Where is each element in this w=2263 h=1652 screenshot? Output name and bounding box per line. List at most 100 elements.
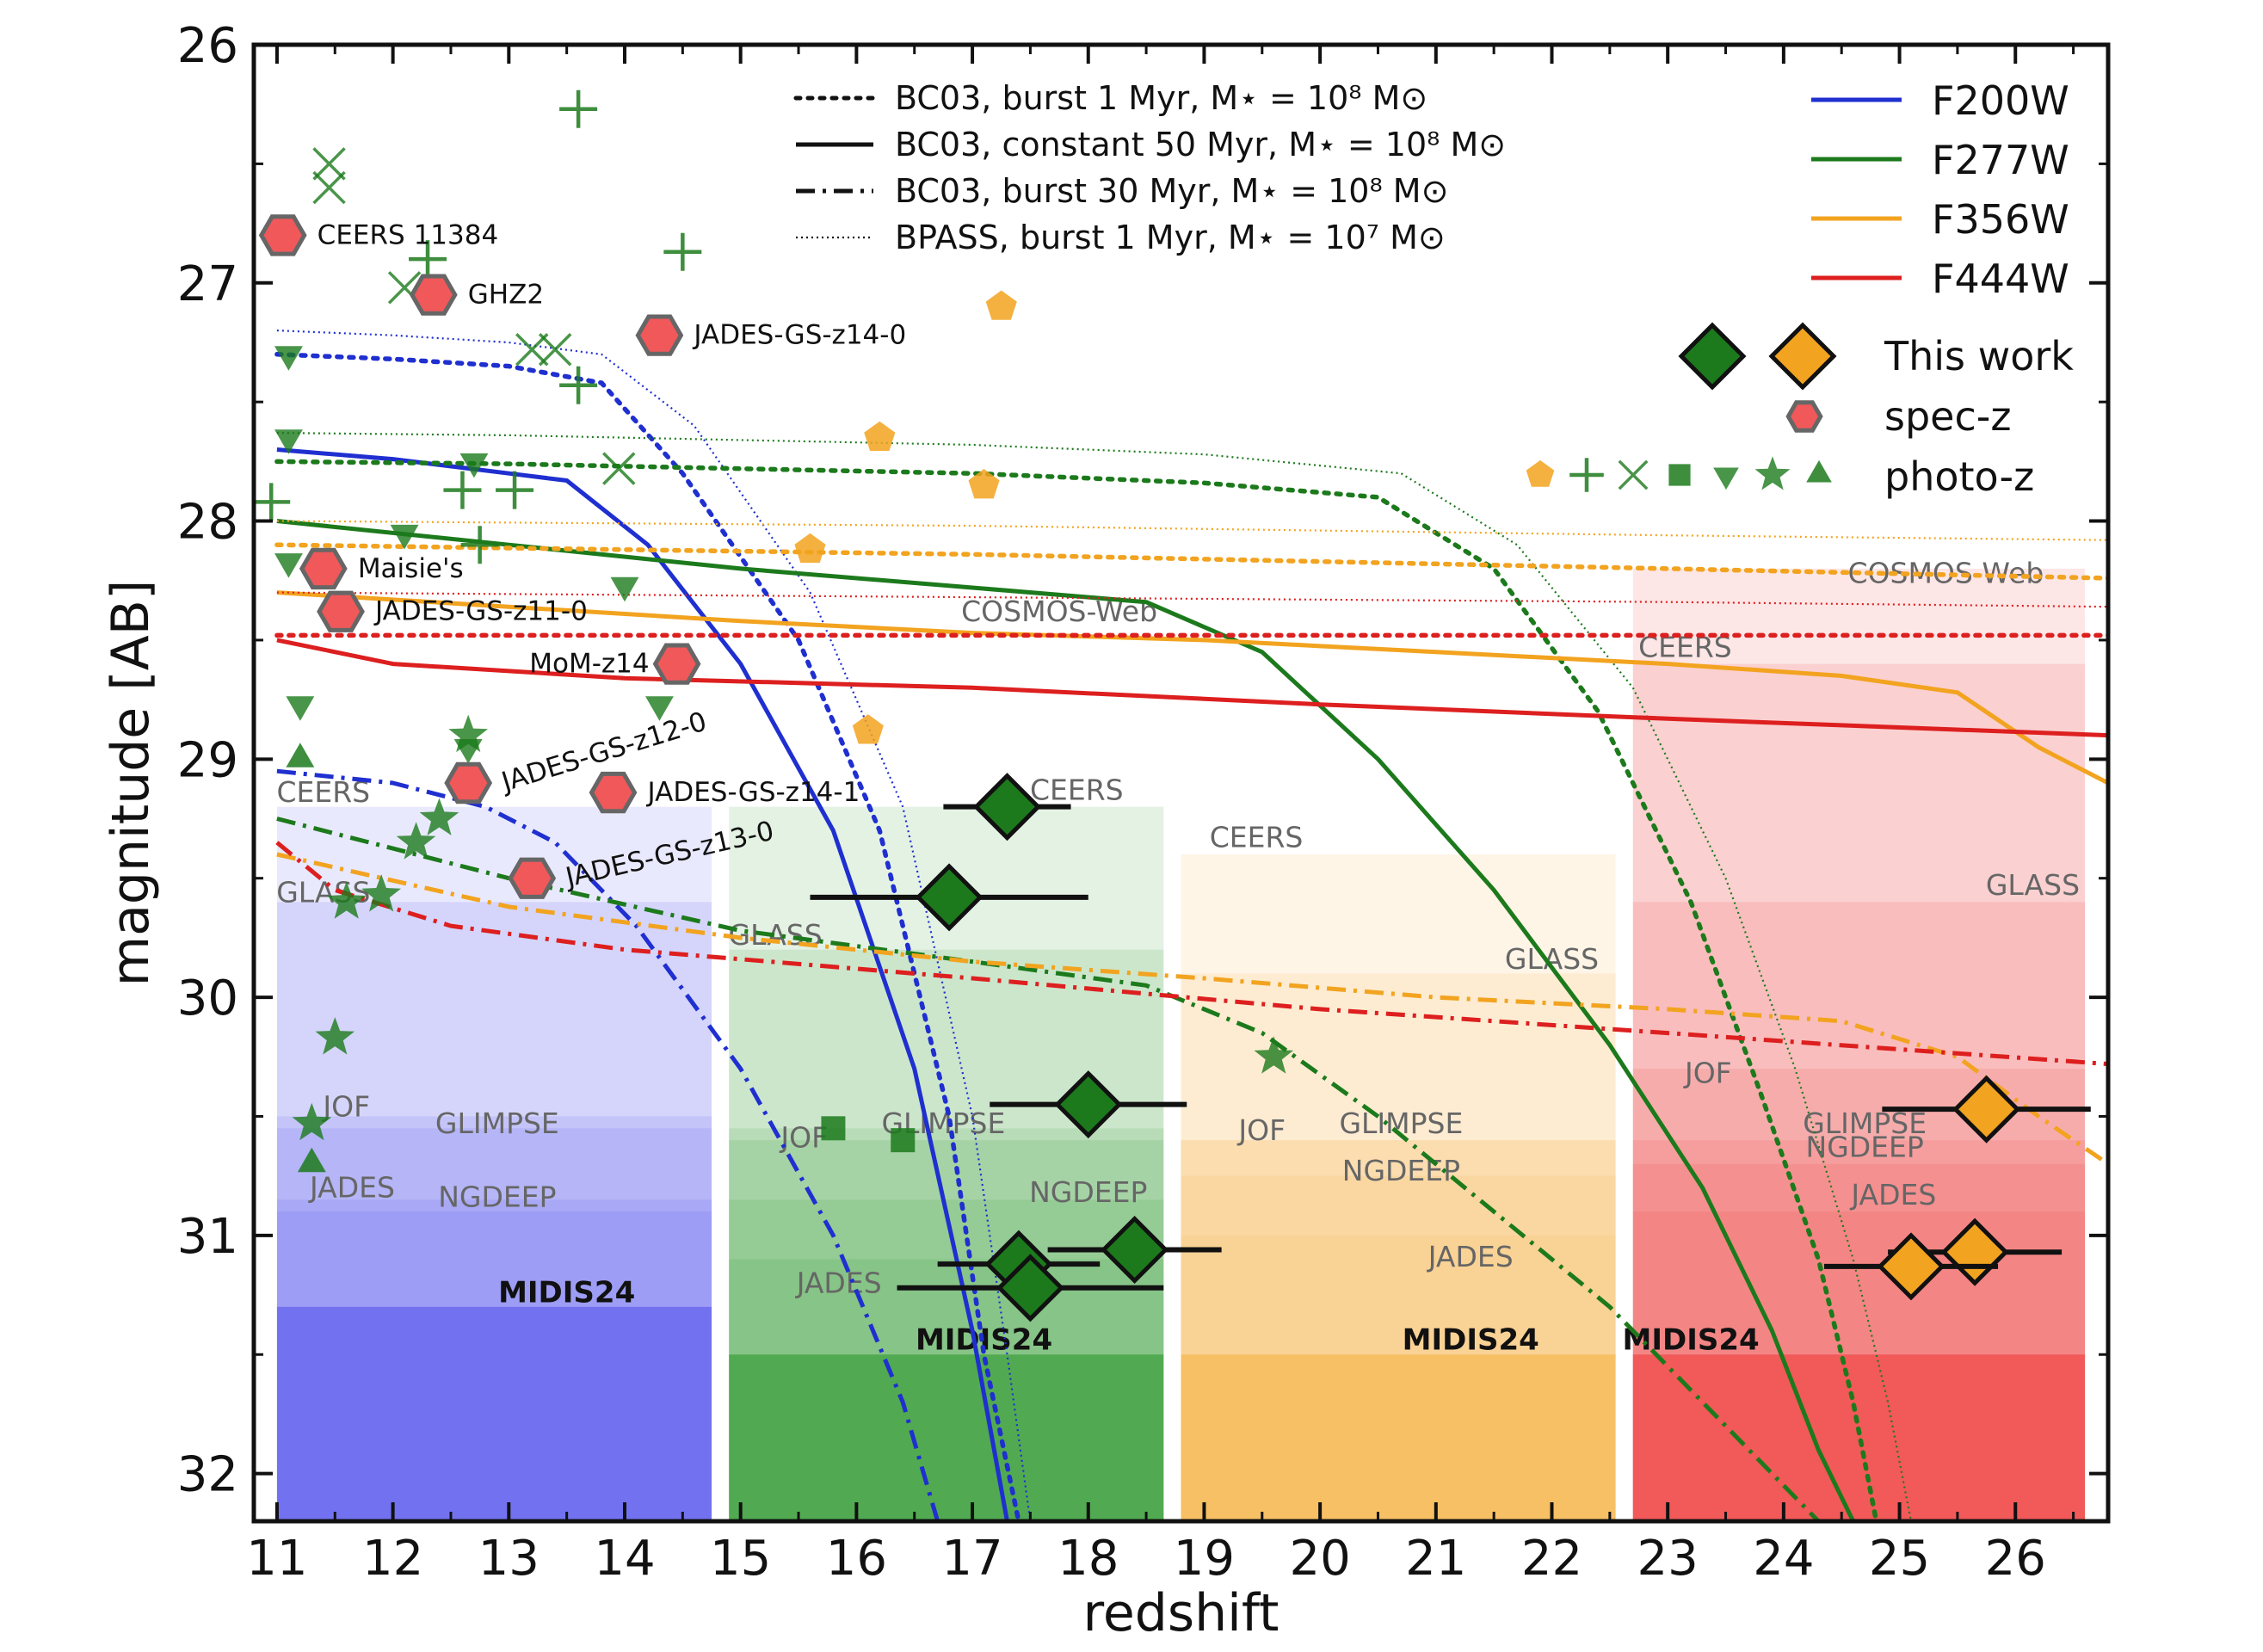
survey-label-jades: JADES [795,1266,882,1299]
model-track-f444w-solid [276,638,2108,738]
survey-label-jof: JOF [1236,1113,1286,1147]
survey-label-jof: JOF [779,1120,828,1154]
spec-z-hexagon-marker [508,857,557,899]
photo-z-cross-marker [559,89,598,128]
spec-z-label: JADES-GS-z14-0 [692,320,906,351]
legend-photo-z-x-marker [1618,459,1649,490]
photo-z-cross-marker [663,232,702,271]
y-axis-title: magnitude [AB] [101,580,161,987]
photo-z-pentagon-marker [852,714,884,744]
x-tick-label: 26 [1985,1531,2046,1587]
x-axis-title: redshift [1083,1583,1279,1643]
photo-z-x-marker [312,170,346,205]
photo-z-triangle-up-marker [297,1147,326,1173]
model-track-f356w-solid [276,590,2108,786]
photo-z-star-marker [292,1102,332,1141]
spec-z-label: JADES-GS-z11-0 [373,596,588,627]
photo-z-cross-marker [460,526,499,564]
model-track-f277w-solid [276,519,1855,1521]
photo-z-triangle-down-marker [286,696,315,721]
x-tick-label: 20 [1289,1531,1350,1587]
model-track-f200w-dashdot [276,768,940,1521]
spec-z-label: CEERS 11384 [318,219,499,250]
this-work-diamond-marker [915,863,984,932]
legend-spec-z-marker [1785,400,1823,433]
this-work-diamond-marker [1952,1075,2021,1143]
this-work-diamond-marker [996,1254,1064,1322]
model-track-f200w-dotted [274,352,1021,1521]
legend-photo-z-label: photo-z [1884,453,2034,500]
photo-z-triangle-down-marker [645,696,674,721]
legend-photo-z-triangle-down-marker [1713,467,1739,490]
x-tick-label: 13 [478,1531,540,1587]
spec-z-hexagon-marker [589,771,638,814]
y-tick-label: 26 [177,18,238,74]
photo-z-points [252,89,1294,1173]
legend-filter-label: F277W [1932,137,2069,183]
model-track-f356w-dashdot [276,852,2108,1166]
photo-z-x-marker [312,147,346,181]
y-tick-label: 29 [177,732,238,788]
spec-z-hexagon-marker [635,314,684,356]
survey-label-ngdeep: NGDEEP [1029,1175,1147,1209]
y-tick-label: 32 [177,1447,238,1503]
legend-model-label: BC03, constant 50 Myr, M⋆ = 10⁸ M⊙ [895,126,1506,163]
legend-this-work-orange-marker [1768,322,1837,391]
photo-z-pentagon-marker [985,290,1017,320]
spec-z-hexagon-marker [409,274,458,316]
x-tick-label: 23 [1637,1531,1699,1587]
photo-z-cross-marker [443,471,482,509]
legend-filter-label: F444W [1932,256,2069,302]
legend-photo-z-cross-marker [1569,458,1604,492]
spec-z-label: GHZ2 [468,280,544,311]
photo-z-star-marker [1254,1036,1294,1074]
legend-photo-z-pentagon-marker [1526,459,1555,487]
spec-z-hexagon-marker [299,547,348,590]
x-tick-label: 17 [941,1531,1002,1587]
photo-z-triangle-down-marker [459,453,489,478]
y-tick-label: 28 [177,495,238,551]
survey-label-ngdeep: NGDEEP [1342,1154,1460,1187]
x-tick-label: 16 [826,1531,887,1587]
axes: 11 12 13 14 15 16 17 18 19 20 21 22 23 24 25 26 26 27 28 29… [101,18,2111,1643]
model-tracks [274,330,2108,1521]
legend-model-label: BC03, burst 1 Myr, M⋆ = 10⁸ M⊙ [895,79,1427,117]
photo-z-pentagon-marker [864,421,896,451]
spec-z-hexagon-marker [652,643,701,685]
legend-model-label: BPASS, burst 1 Myr, M⋆ = 10⁷ M⊙ [895,219,1446,256]
survey-label-midis24: MIDIS24 [498,1275,635,1310]
photo-z-star-marker [361,874,401,912]
legend-spec-z-label: spec-z [1884,393,2012,440]
photo-z-star-marker [396,822,436,860]
model-track-f277w-dotted [274,459,1879,1521]
depth-band-f356w-midis24 [1181,1354,1616,1521]
model-track-f356w-dotted [274,542,2108,581]
x-tick-label: 24 [1753,1531,1814,1587]
this-work-diamond-marker [1054,1070,1123,1139]
legend-this-work-label: This work [1884,333,2074,379]
x-tick-label: 22 [1521,1531,1582,1587]
model-track-f200w-solid [276,447,1009,1521]
spec-z-label: Maisie's [358,553,464,584]
spec-z-hexagon-marker [258,214,307,256]
photo-z-triangle-down-marker [274,346,303,371]
survey-label-ceers: CEERS [1210,821,1304,854]
legend-filter-label: F356W [1932,196,2069,243]
survey-label-jades: JADES [1427,1240,1514,1273]
photo-z-triangle-down-marker [274,429,303,454]
photo-z-pentagon-marker [794,533,826,564]
x-tick-label: 15 [710,1531,771,1587]
photo-z-star-marker [448,714,488,753]
photo-z-cross-marker [252,483,291,521]
photo-z-triangle-down-marker [390,524,419,550]
survey-label-ngdeep: NGDEEP [438,1180,556,1214]
legend-model-label: BC03, burst 30 Myr, M⋆ = 10⁸ M⊙ [895,172,1448,210]
model-track-f444w-thin-dotted [276,591,2108,608]
survey-label-ngdeep: NGDEEP [1806,1131,1924,1164]
x-tick-label: 14 [594,1531,655,1587]
survey-label-jades: JADES [308,1171,395,1205]
photo-z-triangle-down-marker [274,553,303,578]
spec-z-hexagon-marker [317,590,365,632]
survey-label-ceers: CEERS [1030,773,1124,806]
